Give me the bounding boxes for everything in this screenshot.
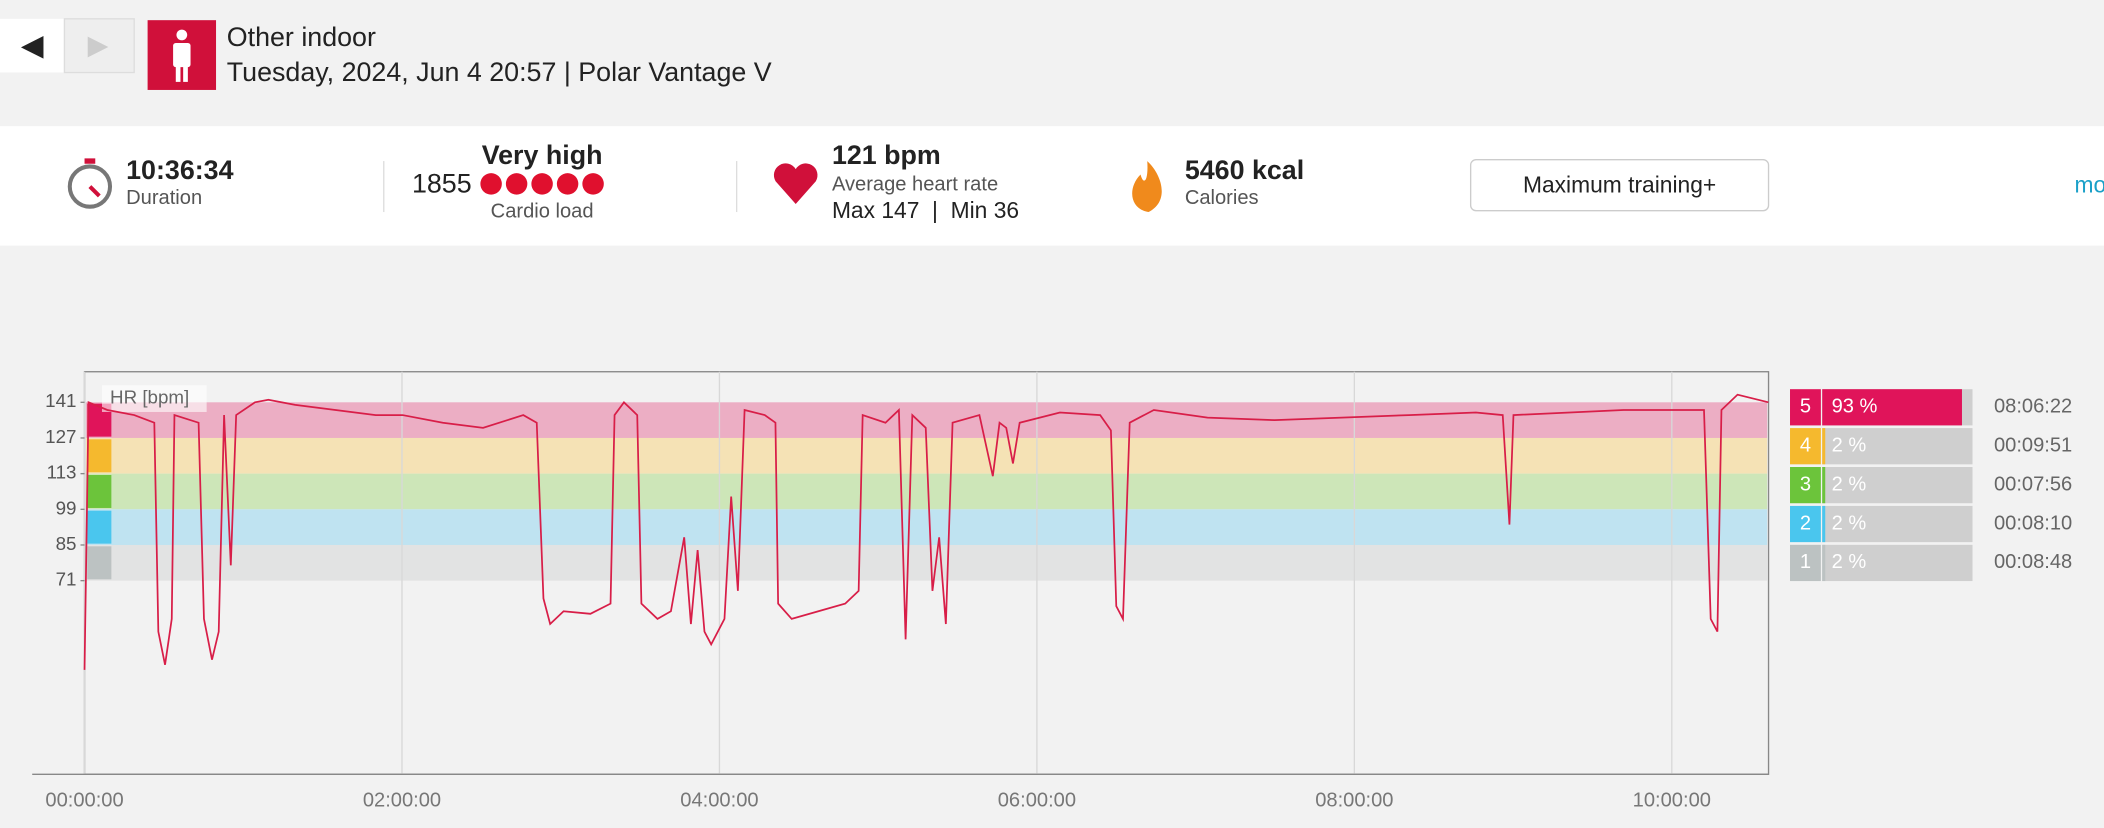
y-tick-label: 127 <box>45 426 76 447</box>
title: Other indoor <box>227 22 376 52</box>
cardio-level: Very high <box>482 140 603 170</box>
zone-bar <box>1822 389 1962 426</box>
zone-bar <box>1822 467 1826 504</box>
zone-duration: 00:09:51 <box>1994 435 2072 457</box>
x-tick-label: 06:00:00 <box>998 789 1076 811</box>
zone-duration: 00:08:10 <box>1994 512 2072 534</box>
more-link[interactable]: mo <box>2074 172 2104 198</box>
forward-button[interactable] <box>63 18 135 74</box>
zone-number-box <box>1790 389 1821 426</box>
x-tick-label: 10:00:00 <box>1633 789 1711 811</box>
zone-percent: 2 % <box>1832 473 1867 495</box>
zone-percent: 2 % <box>1832 512 1867 534</box>
zone-bar <box>1822 544 1826 582</box>
zone-band <box>85 509 1768 545</box>
zone-number-box <box>1790 467 1821 504</box>
cardio-value: 1855 <box>412 168 472 198</box>
x-tick-label: 02:00:00 <box>363 789 441 811</box>
hr-minmax: Max 147 | Min 36 <box>832 197 1019 223</box>
x-tick-label: 08:00:00 <box>1315 789 1393 811</box>
zone-bar-bg <box>1822 544 1973 582</box>
duration: 10:36:34 <box>126 155 233 185</box>
zone-band <box>85 544 1768 581</box>
zone-duration: 00:08:48 <box>1994 551 2072 573</box>
zone-number: 3 <box>1800 473 1811 495</box>
zone-number-box <box>1790 428 1821 465</box>
zone-percent: 2 % <box>1832 551 1867 573</box>
zone-bar-bg <box>1822 428 1973 465</box>
zone-number-box <box>1790 505 1821 543</box>
benefit-button[interactable] <box>1469 159 1770 212</box>
zone-duration: 00:07:56 <box>1994 473 2072 495</box>
flame-icon <box>1132 161 1162 213</box>
calories: 5460 kcal <box>1185 155 1304 185</box>
zone-number: 1 <box>1800 551 1811 573</box>
subtitle: Tuesday, 2024, Jun 4 20:57 | Polar Vanta… <box>227 57 772 87</box>
heart-icon <box>773 163 818 205</box>
zone-number: 5 <box>1800 396 1811 418</box>
x-tick-label: 00:00:00 <box>45 789 123 811</box>
zone-number: 2 <box>1800 512 1811 534</box>
calories-label: Calories <box>1185 187 1259 209</box>
y-tick-label: 113 <box>47 462 77 483</box>
zone-percent: 93 % <box>1832 396 1878 418</box>
zone-marker <box>87 474 112 508</box>
cardio-label: Cardio load <box>491 200 594 222</box>
hr-line <box>83 393 1769 670</box>
back-arrow[interactable]: ◀ <box>21 29 44 62</box>
person-icon <box>173 29 191 82</box>
y-tick-label: 71 <box>56 569 77 590</box>
y-tick-label: 141 <box>45 390 76 411</box>
zone-number: 4 <box>1800 435 1811 457</box>
duration-label: Duration <box>126 187 202 209</box>
avg-hr: 121 bpm <box>832 140 941 170</box>
zone-marker <box>87 439 112 473</box>
summary-bar <box>0 126 2104 246</box>
zone-bar-bg <box>1822 467 1973 504</box>
zone-marker <box>87 546 112 580</box>
zone-bar-bg <box>1822 505 1973 543</box>
benefit[interactable]: Maximum training+ <box>1523 172 1716 198</box>
avg-hr-label: Average heart rate <box>832 174 998 196</box>
cardio-dots <box>480 173 604 195</box>
zone-number-box <box>1790 544 1821 582</box>
x-tick-label: 04:00:00 <box>680 789 758 811</box>
forward-arrow[interactable]: ▶ <box>88 30 109 60</box>
zone-percent: 2 % <box>1832 435 1867 457</box>
zone-duration: 08:06:22 <box>1994 396 2072 418</box>
y-tick-label: 99 <box>56 497 77 518</box>
zone-bar <box>1822 428 1826 465</box>
zone-marker <box>87 510 112 544</box>
y-tick-label: 85 <box>56 533 77 554</box>
zone-band <box>85 473 1768 510</box>
y-axis-label: HR [bpm] <box>110 387 189 408</box>
back-button[interactable] <box>0 18 65 73</box>
zone-bar <box>1822 505 1826 543</box>
stopwatch-icon <box>67 158 113 209</box>
y-label-box <box>101 385 207 412</box>
